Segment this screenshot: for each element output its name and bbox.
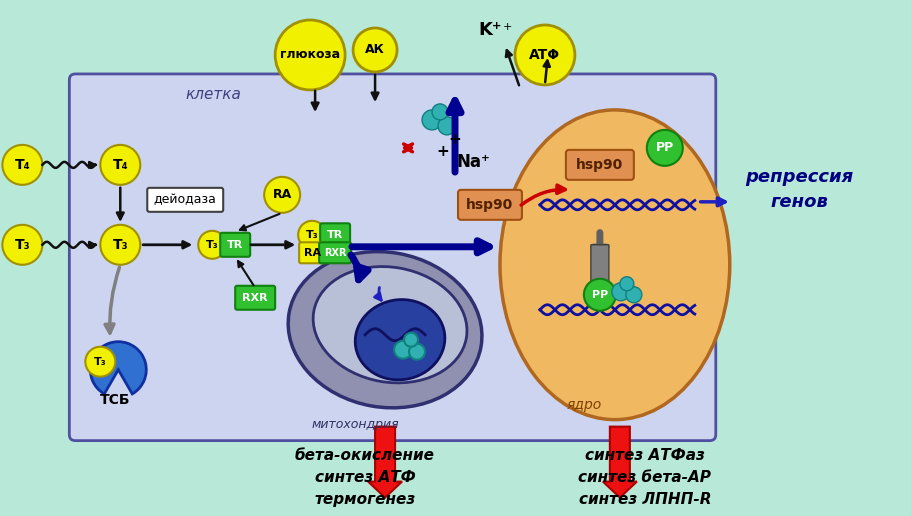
Ellipse shape [499, 110, 729, 420]
Ellipse shape [355, 300, 445, 380]
FancyBboxPatch shape [220, 233, 250, 257]
Circle shape [409, 344, 425, 360]
Circle shape [646, 130, 682, 166]
Text: ATΦ: ATΦ [528, 48, 560, 62]
Circle shape [619, 277, 633, 291]
Circle shape [3, 145, 42, 185]
Text: ТСБ: ТСБ [100, 393, 130, 407]
FancyArrow shape [587, 245, 612, 302]
Text: синтез АТФаз
синтез бета-АР
синтез ЛПНП-R: синтез АТФаз синтез бета-АР синтез ЛПНП-… [578, 448, 711, 507]
Circle shape [437, 117, 456, 135]
Text: RA: RA [303, 248, 321, 258]
Ellipse shape [312, 267, 466, 383]
Text: бета-окисление
синтез АТФ
термогенез: бета-окисление синтез АТФ термогенез [295, 448, 435, 507]
Circle shape [100, 225, 140, 265]
Circle shape [515, 25, 574, 85]
Ellipse shape [288, 252, 481, 408]
Text: T₃: T₃ [15, 238, 30, 252]
Circle shape [611, 283, 630, 301]
Circle shape [394, 341, 412, 359]
Text: RXR: RXR [323, 248, 346, 258]
Text: Na⁺: Na⁺ [456, 153, 489, 171]
Wedge shape [90, 342, 146, 394]
Circle shape [298, 221, 326, 249]
Circle shape [625, 287, 641, 303]
Text: глюкоза: глюкоза [280, 49, 340, 61]
Text: PP: PP [591, 290, 608, 300]
Text: митохондрия: митохондрия [311, 418, 398, 431]
Text: RA: RA [272, 188, 292, 201]
Text: hsp90: hsp90 [466, 198, 513, 212]
Text: T₃: T₃ [112, 238, 128, 252]
Text: T₄: T₄ [15, 158, 30, 172]
Circle shape [264, 177, 300, 213]
Text: +: + [502, 22, 512, 32]
FancyBboxPatch shape [319, 243, 351, 263]
Circle shape [432, 104, 447, 120]
Circle shape [422, 110, 442, 130]
FancyBboxPatch shape [299, 243, 324, 263]
FancyBboxPatch shape [320, 223, 350, 246]
FancyBboxPatch shape [69, 74, 715, 441]
FancyBboxPatch shape [147, 188, 223, 212]
Text: клетка: клетка [185, 87, 241, 102]
Circle shape [198, 231, 226, 259]
Circle shape [404, 333, 417, 347]
Text: АК: АК [364, 43, 384, 56]
Text: +: + [436, 144, 449, 159]
FancyBboxPatch shape [566, 150, 633, 180]
FancyBboxPatch shape [235, 286, 275, 310]
Circle shape [275, 20, 344, 90]
Text: PP: PP [655, 141, 673, 154]
Text: +: + [448, 133, 461, 148]
Text: T₃: T₃ [206, 240, 219, 250]
Text: дейодаза: дейодаза [154, 194, 217, 206]
Text: hsp90: hsp90 [576, 158, 623, 172]
Circle shape [3, 225, 42, 265]
Text: RXR: RXR [242, 293, 268, 303]
Text: T₃: T₃ [94, 357, 107, 367]
Text: T₄: T₄ [112, 158, 128, 172]
Text: репрессия
генов: репрессия генов [745, 168, 853, 212]
Circle shape [100, 145, 140, 185]
Text: ядро: ядро [567, 398, 602, 412]
Circle shape [583, 279, 615, 311]
Text: TR: TR [327, 230, 343, 240]
FancyBboxPatch shape [457, 190, 521, 220]
Text: T₃: T₃ [305, 230, 318, 240]
Circle shape [353, 28, 396, 72]
FancyArrow shape [602, 427, 636, 497]
Circle shape [86, 347, 115, 377]
FancyArrow shape [368, 427, 402, 497]
Text: TR: TR [227, 240, 243, 250]
Text: K⁺: K⁺ [477, 21, 501, 39]
